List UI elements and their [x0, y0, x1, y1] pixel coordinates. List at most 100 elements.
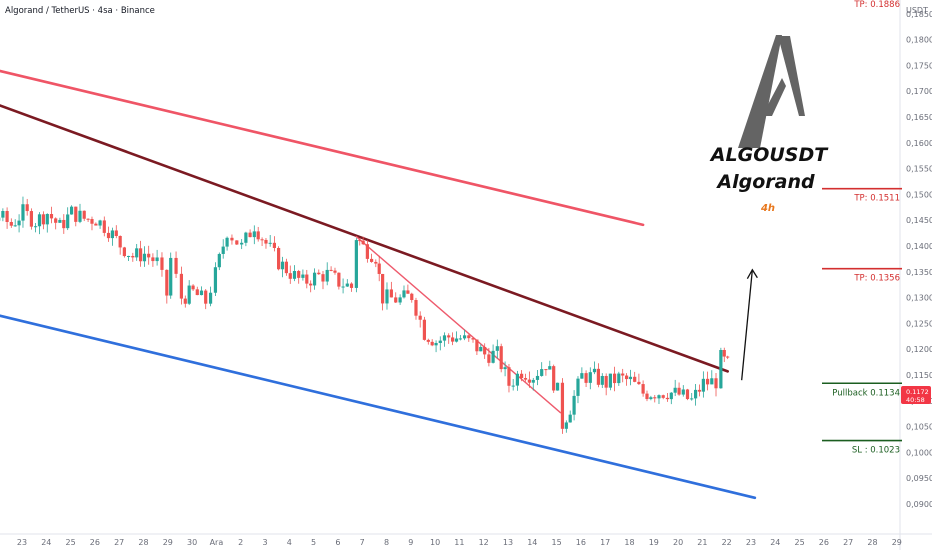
candle-body	[560, 382, 565, 429]
logo-left-leg	[738, 35, 782, 148]
x-tick-label: 25	[795, 538, 805, 547]
candle-body	[462, 335, 467, 339]
candle-body	[58, 219, 62, 223]
level-label: SL : 0.1023	[852, 446, 900, 456]
candle	[503, 361, 507, 377]
current-price-tag[interactable]: 0.1172 40:58	[901, 386, 931, 404]
candle-body	[515, 373, 519, 386]
candle-body	[600, 375, 604, 385]
candle	[333, 267, 337, 275]
candle	[305, 269, 309, 289]
y-tick-label: 0,1150	[906, 371, 932, 380]
candle-body	[414, 300, 418, 316]
candle	[624, 373, 629, 386]
arrow-head	[746, 268, 758, 280]
chart-title: Algorand / TetherUS · 4sa · Binance	[5, 6, 155, 16]
level-tp3: TP: 0.1886	[853, 0, 900, 10]
candle-body	[552, 366, 556, 391]
candle	[244, 231, 248, 247]
candle	[345, 279, 349, 287]
candle	[621, 368, 625, 383]
candle-body	[661, 395, 665, 398]
candle	[165, 269, 169, 304]
candle-body	[527, 379, 531, 383]
candle	[21, 196, 25, 228]
candle-body	[325, 269, 329, 282]
candle-body	[385, 289, 389, 304]
current-price: 0.1172	[906, 388, 929, 396]
x-tick-label: 9	[408, 538, 413, 547]
candle-body	[199, 290, 204, 296]
candle	[617, 371, 621, 386]
x-tick-label: 3	[262, 538, 267, 547]
candle	[155, 249, 159, 266]
candle	[240, 239, 244, 250]
candle	[402, 285, 406, 299]
candle	[572, 390, 576, 421]
candle	[677, 382, 681, 396]
x-tick-label: 26	[819, 538, 829, 547]
candle	[377, 255, 381, 282]
candle	[118, 235, 122, 255]
candle-body	[596, 368, 600, 385]
candle	[325, 262, 329, 286]
candle-body	[361, 240, 365, 245]
candle-body	[280, 261, 285, 270]
candle-body	[633, 376, 637, 382]
y-tick-label: 0,1800	[906, 36, 932, 45]
brand-name: Algorand	[715, 171, 815, 193]
candle	[138, 240, 143, 267]
candle	[454, 331, 459, 343]
candle-body	[430, 341, 434, 346]
brand-symbol: ALGOUSDT	[709, 144, 829, 166]
candle-body	[230, 237, 234, 241]
x-tick-label: 24	[770, 538, 780, 547]
candle	[204, 289, 208, 310]
candle-body	[637, 381, 641, 385]
candle-body	[410, 293, 414, 301]
projection-arrow	[741, 268, 758, 381]
candle	[358, 238, 362, 246]
target-levels[interactable]: TP: 0.1886 TP: 0.1511 TP: 0.1356 Pullback 0…	[822, 0, 902, 456]
candle	[1, 208, 5, 222]
y-tick-label: 0,0950	[906, 474, 932, 483]
candle	[341, 278, 345, 294]
candle	[147, 245, 151, 265]
candle-body	[135, 248, 139, 258]
currency-label: USDT	[906, 6, 928, 15]
candle	[90, 216, 94, 231]
candle	[169, 252, 173, 299]
time-axis[interactable]: 23 24 25 26 27 28 29 30 Ara 2 3 4 5 6 7 8 9 10 11 12 13 14 15 1…	[0, 533, 932, 547]
candle-body	[665, 397, 670, 400]
trendlines[interactable]	[0, 50, 757, 500]
candle-body	[434, 342, 438, 346]
candle-body	[122, 247, 126, 257]
candle	[450, 332, 455, 346]
candle	[719, 347, 723, 389]
x-tick-label: 11	[454, 538, 464, 547]
level-label: TP: 0.1886	[853, 0, 900, 10]
x-tick-label: 7	[360, 538, 365, 547]
x-tick-label: 27	[114, 538, 124, 547]
candle	[45, 213, 49, 233]
candle-body	[94, 223, 98, 226]
candle-body	[110, 230, 114, 239]
candle	[487, 347, 491, 367]
candle	[301, 269, 305, 281]
candle-body	[204, 290, 208, 304]
candle	[665, 393, 670, 402]
candle	[418, 311, 422, 328]
candle-body	[454, 338, 459, 342]
candle-body	[240, 242, 244, 245]
candle-body	[106, 232, 111, 239]
y-tick-label: 0,1600	[906, 139, 932, 148]
candle-body	[690, 398, 694, 400]
candle-body	[345, 283, 349, 287]
level-label: TP: 0.1511	[853, 194, 900, 204]
candle	[213, 262, 218, 297]
candle	[361, 236, 365, 245]
candle-body	[628, 376, 633, 380]
candle-body	[402, 290, 406, 298]
candle	[34, 222, 38, 233]
